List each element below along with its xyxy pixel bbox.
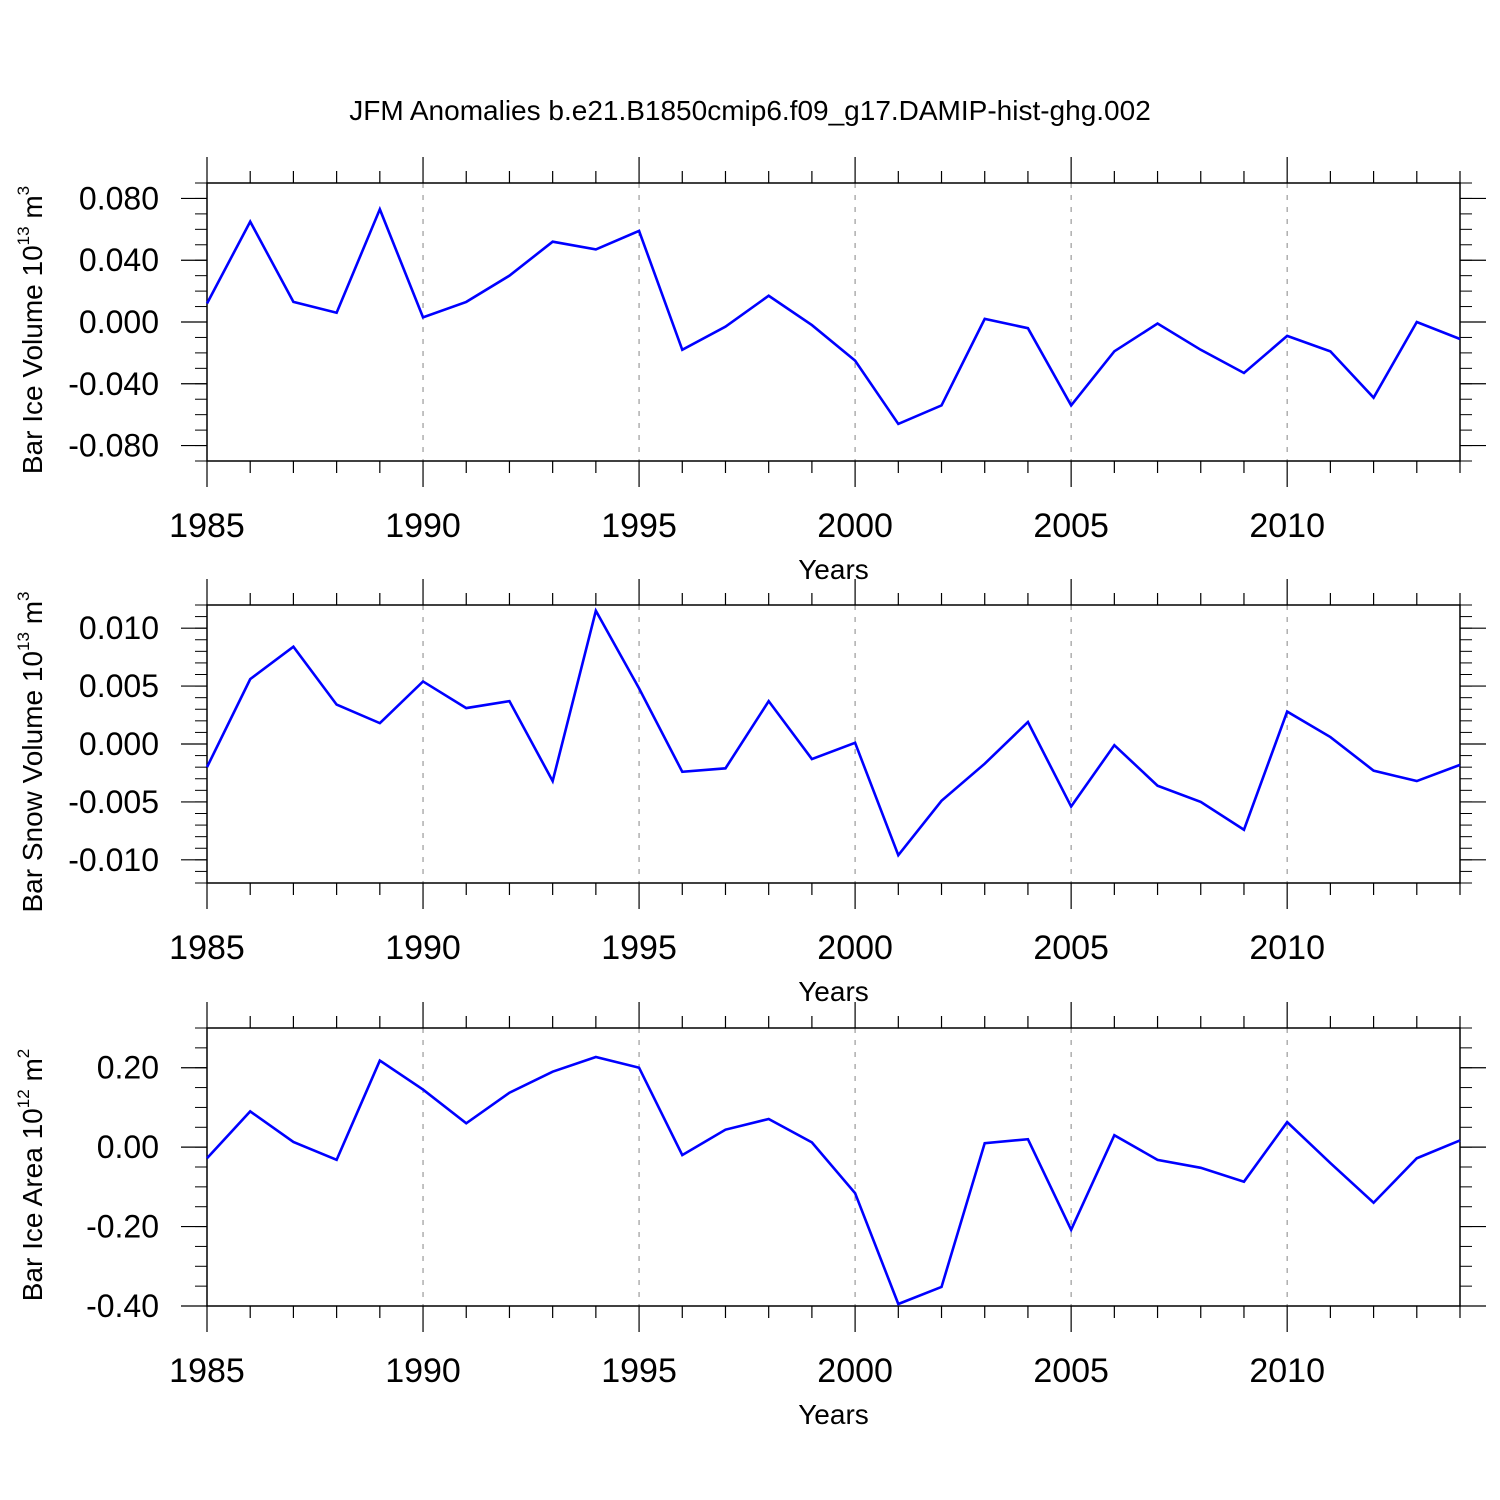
series-line [205,607,1461,858]
x-tick-label: 1990 [385,929,461,967]
y-axis-label-unit: m [17,195,48,226]
y-tick-label: 0.080 [79,180,159,216]
y-axis-label: Bar Ice Area 1012 m2 [14,1049,48,1302]
y-axis-label-unit-exponent: 3 [14,592,33,601]
y-axis-label-text: Bar Ice Volume 10 [17,245,48,474]
figure-title: JFM Anomalies b.e21.B1850cmip6.f09_g17.D… [349,95,1151,126]
y-tick-label: -0.20 [86,1209,159,1245]
y-axis-label: Bar Ice Volume 1013 m3 [14,186,48,474]
x-axis-label: Years [798,554,869,585]
y-axis-label: Bar Snow Volume 1013 m3 [14,592,48,913]
y-axis-label-unit: m [17,1058,48,1089]
y-axis-label-unit-exponent: 3 [14,186,33,195]
panel-3: -0.40 -0.20 0.00 0.20 1985 1990 1995 2000 2005 20… [14,1002,1486,1430]
panels: -0.080 -0.040 0.000 0.040 0.080 1985 1990 1995 2… [14,157,1486,1430]
y-axis-label-exponent: 13 [14,632,33,651]
y-tick-label: 0.010 [79,610,159,646]
x-tick-label: 1990 [385,1352,461,1390]
x-tick-label: 2000 [817,507,893,545]
x-tick-label: 2010 [1249,507,1325,545]
y-tick-label: -0.010 [68,842,159,878]
y-axis-label-unit-exponent: 2 [14,1049,33,1058]
x-tick-label: 2005 [1033,1352,1109,1390]
y-tick-label: 0.005 [79,668,159,704]
x-axis-label: Years [798,976,869,1007]
x-tick-label: 2010 [1249,1352,1325,1390]
panel-2: -0.010 -0.005 0.000 0.005 0.010 1985 1990 1995 2… [14,579,1486,1007]
y-tick-label: -0.080 [68,428,159,464]
x-tick-label: 1985 [169,507,245,545]
x-tick-label: 2005 [1033,929,1109,967]
x-axis-label: Years [798,1399,869,1430]
y-axis-label-text: Bar Snow Volume 10 [17,651,48,913]
x-tick-label: 1985 [169,929,245,967]
y-axis-label-text: Bar Ice Area 10 [17,1108,48,1301]
x-tick-label: 1990 [385,507,461,545]
series-line [206,1055,1461,1306]
panel-1: -0.080 -0.040 0.000 0.040 0.080 1985 1990 1995 2… [14,157,1486,585]
x-tick-label: 2000 [817,1352,893,1390]
x-tick-label: 2005 [1033,507,1109,545]
y-tick-label: 0.000 [79,726,159,762]
y-tick-label: -0.005 [68,784,159,820]
x-tick-label: 1995 [601,929,677,967]
x-tick-label: 1995 [601,1352,677,1390]
y-axis-label-unit: m [17,601,48,632]
x-tick-label: 1995 [601,507,677,545]
y-tick-label: 0.20 [97,1050,159,1086]
x-tick-label: 2010 [1249,929,1325,967]
y-axis-label-exponent: 12 [14,1089,33,1108]
y-axis-label-exponent: 13 [14,226,33,245]
y-tick-label: 0.000 [79,304,159,340]
y-tick-label: -0.040 [68,366,159,402]
y-tick-label: 0.040 [79,242,159,278]
y-tick-label: 0.00 [97,1129,159,1165]
series-line [205,205,1461,426]
x-tick-label: 2000 [817,929,893,967]
y-tick-label: -0.40 [86,1288,159,1324]
x-tick-label: 1985 [169,1352,245,1390]
